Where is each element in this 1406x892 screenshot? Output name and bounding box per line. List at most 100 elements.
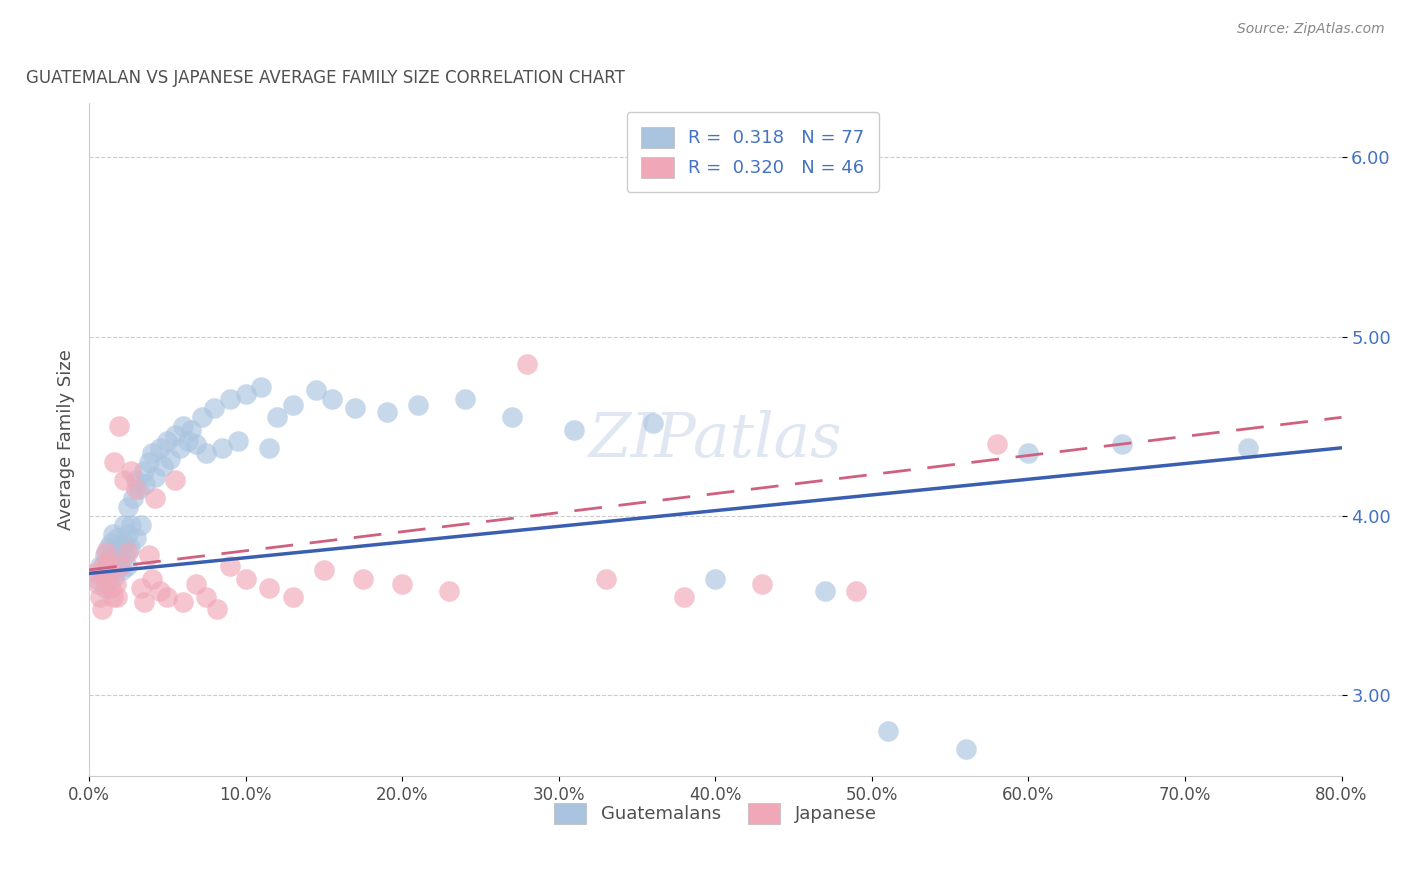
Point [87,577,110,591]
Point [344,401,367,416]
Point [184,437,207,451]
Point [454,392,477,407]
Text: Source: ZipAtlas.com: Source: ZipAtlas.com [1237,22,1385,37]
Point [180,423,202,437]
Point [219,392,242,407]
Point [751,577,773,591]
Point [845,584,868,599]
Point [321,392,343,407]
Point [112,473,135,487]
Point [105,590,128,604]
Point [1017,446,1039,460]
Point [89,559,111,574]
Point [266,410,288,425]
Point [156,590,179,604]
Point [235,572,257,586]
Point [375,405,398,419]
Point [159,451,181,466]
Point [211,441,233,455]
Point [100,581,122,595]
Point [704,572,727,586]
Point [104,545,127,559]
Point [595,572,617,586]
Point [125,531,148,545]
Point [93,572,115,586]
Point [184,577,207,591]
Point [97,554,120,568]
Point [195,590,218,604]
Point [352,572,374,586]
Point [305,384,328,398]
Point [257,581,280,595]
Point [100,536,122,550]
Point [250,380,273,394]
Point [90,566,112,581]
Point [986,437,1008,451]
Point [98,572,121,586]
Point [104,556,127,570]
Point [281,590,304,604]
Point [125,482,148,496]
Y-axis label: Average Family Size: Average Family Size [58,350,75,530]
Point [148,584,170,599]
Point [103,570,125,584]
Point [101,527,124,541]
Point [219,559,242,574]
Point [141,572,163,586]
Point [516,357,538,371]
Point [876,724,898,739]
Point [111,563,134,577]
Point [437,584,460,599]
Point [98,563,121,577]
Point [195,446,218,460]
Point [143,491,166,505]
Point [129,581,152,595]
Point [169,441,191,455]
Point [281,398,304,412]
Point [134,476,156,491]
Point [207,602,229,616]
Text: GUATEMALAN VS JAPANESE AVERAGE FAMILY SIZE CORRELATION CHART: GUATEMALAN VS JAPANESE AVERAGE FAMILY SI… [27,69,626,87]
Point [93,549,115,563]
Point [138,455,160,469]
Point [143,469,166,483]
Point [172,419,194,434]
Point [96,545,118,559]
Point [141,446,163,460]
Point [93,581,115,595]
Point [1236,441,1258,455]
Point [165,473,187,487]
Point [89,590,111,604]
Point [501,410,523,425]
Point [86,572,108,586]
Point [117,500,139,514]
Point [955,742,977,756]
Point [117,527,139,541]
Point [84,566,107,581]
Point [1111,437,1133,451]
Point [114,549,136,563]
Point [391,577,413,591]
Point [672,590,695,604]
Point [191,410,214,425]
Point [108,559,131,574]
Point [226,434,249,448]
Point [98,563,121,577]
Point [90,602,112,616]
Point [101,549,124,563]
Point [110,538,132,552]
Point [103,559,125,574]
Point [101,590,124,604]
Point [406,398,429,412]
Point [235,387,257,401]
Point [110,559,132,574]
Point [120,464,142,478]
Point [156,434,179,448]
Point [105,550,128,565]
Point [132,464,155,478]
Point [172,595,194,609]
Point [257,441,280,455]
Point [120,518,142,533]
Legend: Guatemalans, Japanese: Guatemalans, Japanese [547,796,884,831]
Text: ZIPatlas: ZIPatlas [589,409,842,470]
